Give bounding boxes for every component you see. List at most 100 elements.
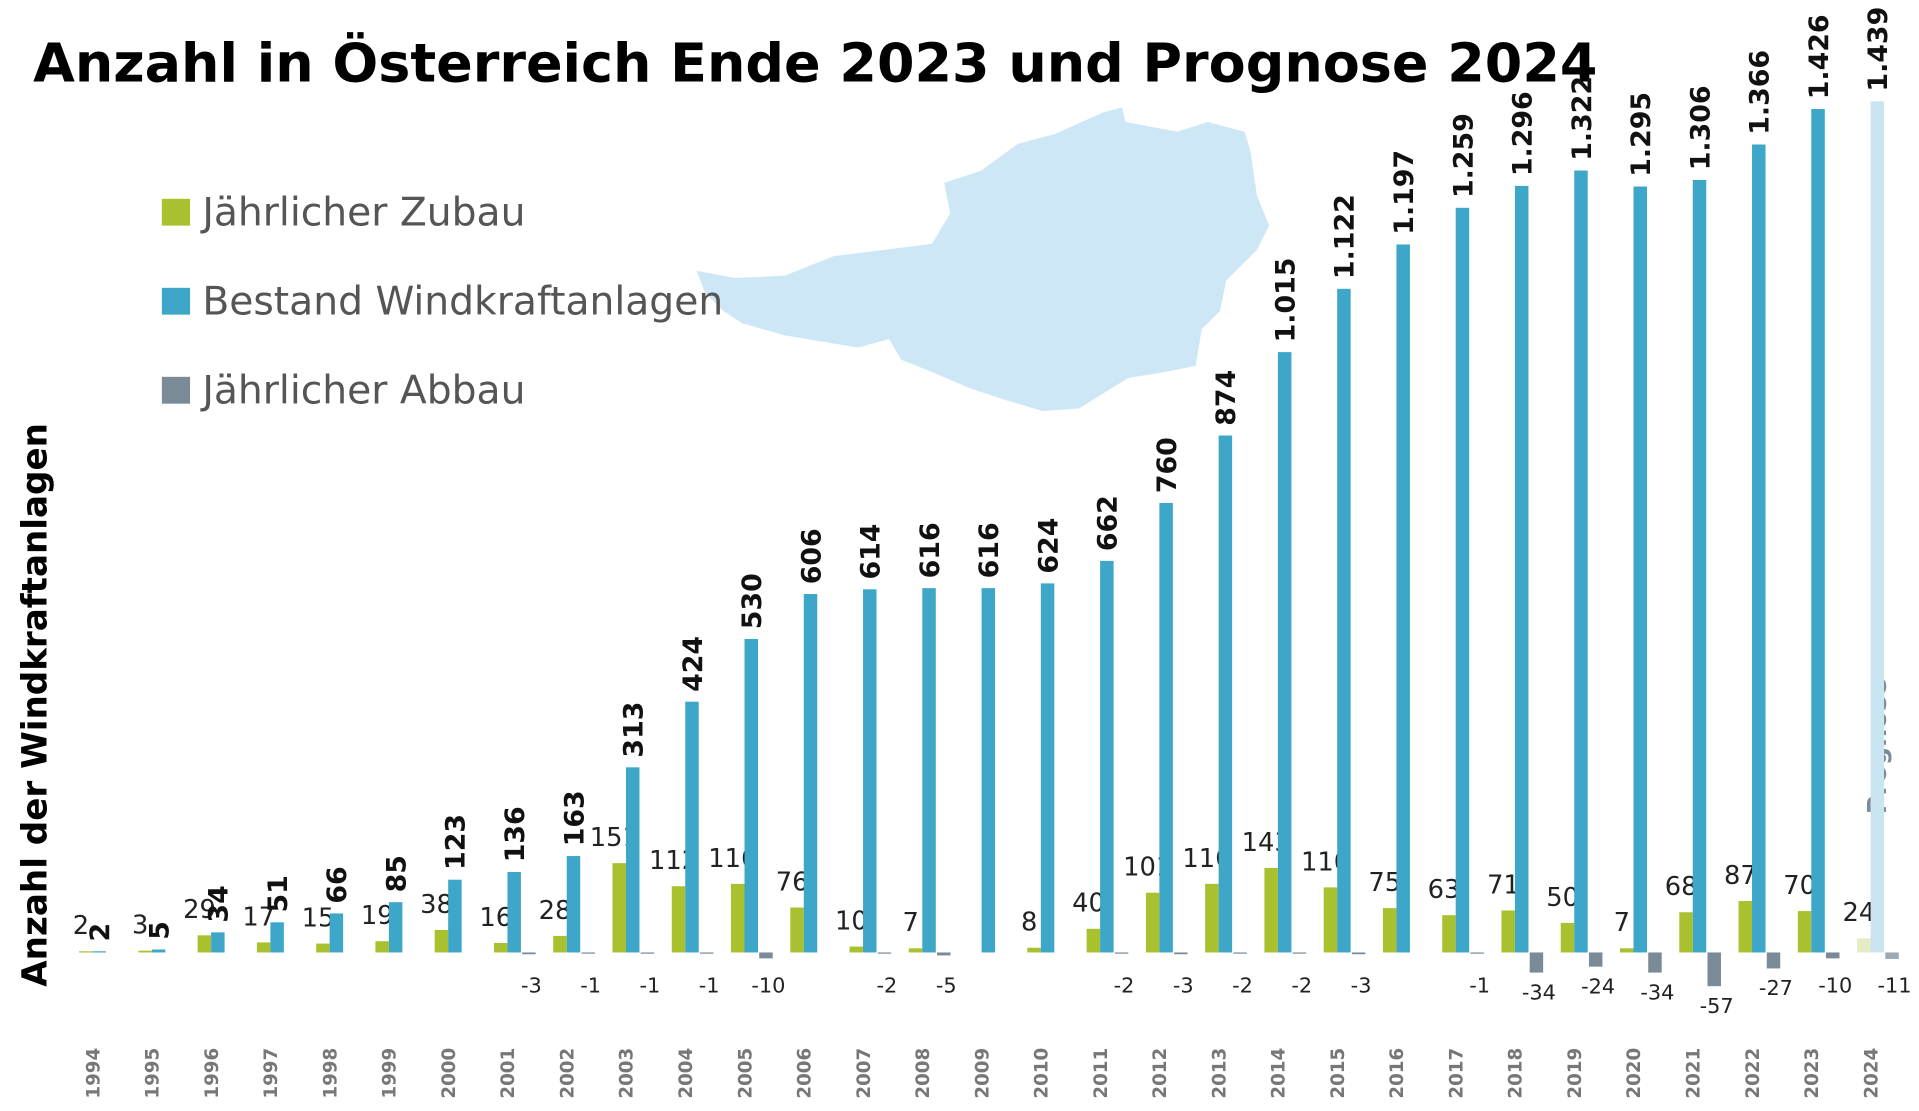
data-label: 1.122 (1330, 194, 1361, 279)
bar (79, 951, 93, 953)
data-label: -10 (751, 974, 785, 998)
bar (1633, 186, 1647, 953)
bar (1501, 910, 1515, 953)
bar (1560, 922, 1575, 953)
data-label: 29 (183, 895, 216, 925)
bar (640, 952, 655, 954)
data-label: 2 (73, 911, 89, 941)
data-label: 24 (1843, 898, 1876, 928)
data-label: 7 (1614, 908, 1630, 938)
bar (1396, 244, 1410, 953)
data-label: 3 (132, 911, 148, 941)
legend-swatch (161, 287, 191, 315)
x-tick-label: 2020 (1624, 1048, 1645, 1099)
data-label: -57 (1700, 994, 1734, 1018)
bar (448, 879, 462, 953)
x-tick-label: 1998 (320, 1048, 341, 1099)
bar (1174, 952, 1188, 955)
bar (197, 935, 212, 953)
data-label: -2 (1114, 974, 1135, 998)
x-tick-label: 2000 (439, 1048, 460, 1099)
x-tick-label: 1994 (83, 1048, 104, 1099)
bar (1218, 435, 1233, 953)
data-label: 68 (1665, 872, 1698, 902)
x-tick-label: 2014 (1269, 1048, 1290, 1099)
bar (507, 872, 521, 953)
data-label: -34 (1522, 980, 1556, 1004)
data-label: 1.015 (1270, 258, 1301, 343)
bar (1205, 883, 1219, 953)
bar (937, 952, 951, 956)
bar (493, 942, 508, 953)
x-tick-label: 2002 (557, 1048, 578, 1099)
data-label: 1.295 (1626, 92, 1657, 177)
bar (1857, 938, 1871, 953)
bar (759, 952, 773, 959)
data-label: 614 (856, 524, 887, 580)
data-label: 123 (441, 814, 472, 870)
x-tick-label: 2003 (617, 1048, 638, 1099)
chart-title: Anzahl in Österreich Ende 2023 und Progn… (33, 32, 1597, 95)
bar (1738, 901, 1753, 953)
bar (625, 767, 640, 953)
data-label: 1.296 (1507, 91, 1538, 176)
bar (1648, 952, 1662, 973)
bar (1588, 952, 1603, 967)
data-label: -2 (877, 974, 898, 998)
data-label: 424 (678, 636, 709, 692)
bar (922, 588, 936, 953)
data-label: -3 (1351, 974, 1372, 998)
x-tick-label: 1996 (202, 1048, 223, 1099)
data-label: 75 (1368, 868, 1401, 898)
bar (92, 951, 107, 953)
data-label: 50 (1546, 883, 1579, 913)
bar (1159, 502, 1173, 953)
bar (138, 950, 152, 953)
data-label: -24 (1581, 975, 1615, 999)
bar (1470, 952, 1484, 954)
data-label: 87 (1724, 861, 1757, 891)
bar (1351, 952, 1366, 955)
data-label: 606 (796, 528, 827, 584)
data-label: 10 (835, 907, 868, 937)
data-label: -11 (1877, 974, 1911, 998)
data-label: 76 (776, 867, 809, 897)
legend-label: Bestand Windkraftanlagen (202, 280, 723, 325)
data-label: 1.322 (1567, 76, 1598, 161)
data-label: 28 (539, 896, 572, 926)
bar (434, 929, 449, 953)
bar (1870, 101, 1885, 953)
legend-label: Jährlicher Zubau (199, 191, 525, 236)
data-label: 71 (1487, 870, 1520, 900)
data-label: 1.259 (1448, 113, 1479, 198)
bar (316, 943, 330, 953)
data-label: -3 (521, 974, 542, 998)
x-tick-label: 2022 (1743, 1048, 1764, 1099)
data-label: -27 (1759, 976, 1793, 1000)
data-label: 616 (915, 522, 946, 578)
bar (1323, 887, 1338, 953)
bar (1040, 583, 1055, 953)
bar (1529, 952, 1544, 973)
x-tick-label: 2023 (1802, 1048, 1823, 1099)
legend-label: Jährlicher Abbau (199, 369, 525, 414)
bar (731, 883, 745, 953)
bar (1797, 911, 1812, 953)
x-tick-label: 2008 (913, 1048, 934, 1099)
bar (1826, 952, 1840, 959)
x-tick-label: 2006 (794, 1048, 815, 1099)
bar (329, 913, 344, 953)
x-tick-label: 2017 (1446, 1048, 1467, 1099)
data-label: 34 (204, 885, 235, 922)
data-label: 38 (420, 890, 453, 920)
data-label: 313 (618, 702, 649, 758)
x-tick-label: 2007 (854, 1048, 875, 1099)
bar (522, 952, 536, 955)
bar (1337, 288, 1351, 953)
bar (1811, 109, 1825, 953)
bar (1620, 948, 1634, 953)
data-label: 624 (1033, 518, 1064, 574)
data-label: -3 (1173, 974, 1194, 998)
x-tick-label: 1999 (380, 1048, 401, 1099)
